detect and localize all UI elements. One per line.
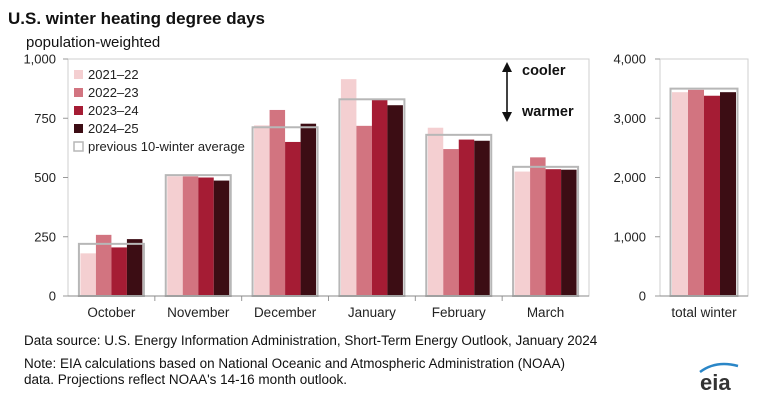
category-label-december: December: [254, 305, 317, 320]
legend-label-2024-25: 2024–25: [88, 121, 139, 136]
monthly-bar-march-s3: [545, 169, 562, 296]
total-ytick-label: 3,000: [613, 111, 646, 126]
monthly-bar-october-s1: [80, 253, 96, 296]
monthly-bar-november-s4: [213, 180, 230, 296]
category-label-january: January: [348, 305, 396, 320]
monthly-bar-october-s4: [126, 239, 143, 296]
monthly-bar-december-s3: [285, 141, 301, 296]
monthly-bar-march-s4: [561, 169, 577, 296]
monthly-bar-february-s1: [427, 127, 444, 296]
legend-swatch-2023-24: [74, 106, 83, 115]
monthly-bar-november-s3: [198, 177, 214, 296]
monthly-bar-december-s4: [300, 123, 317, 297]
legend-label-2022-23: 2022–23: [88, 85, 139, 100]
monthly-bar-february-s2: [443, 149, 459, 296]
total-ytick-label: 1,000: [613, 229, 646, 244]
chart-title: U.S. winter heating degree days: [8, 9, 265, 28]
monthly-panel-frame: [67, 58, 590, 297]
monthly-bar-october-s3: [111, 247, 127, 296]
legend-swatch-2021-22: [74, 70, 83, 79]
legend: 2021–22 2022–23 2023–24 2024–25 previous…: [73, 67, 245, 154]
legend-label-average: previous 10-winter average: [88, 139, 245, 154]
warmer-label: warmer: [521, 104, 574, 120]
monthly-bar-january-s1: [340, 79, 357, 297]
chart-marks: 0 250 500 750 1,000 October November December Ja…: [23, 52, 748, 320]
monthly-ytick-label: 500: [34, 170, 56, 185]
eia-logo-arc: [699, 362, 739, 374]
total-bar-total-winter-s4: [720, 92, 736, 297]
note-line-2: data. Projections reflect NOAA's 14-16 m…: [24, 372, 347, 387]
cooler-warmer-annotation: cooler warmer: [502, 62, 574, 122]
eia-logo-text: eia: [700, 370, 731, 395]
arrow-down-icon: [502, 112, 512, 122]
total-ytick-label: 4,000: [613, 52, 646, 67]
monthly-ytick-label: 250: [34, 229, 56, 244]
category-label-total-winter: total winter: [671, 305, 737, 320]
monthly-ytick-label: 750: [34, 111, 56, 126]
monthly-bar-january-s4: [387, 105, 403, 296]
monthly-bar-october-s2: [95, 234, 112, 296]
arrow-up-icon: [502, 62, 512, 72]
monthly-bar-january-s3: [371, 99, 388, 296]
total-bar-total-winter-s2: [688, 89, 704, 296]
total-ytick-label: 2,000: [613, 170, 646, 185]
eia-logo: eia: [699, 362, 739, 395]
category-label-october: October: [87, 305, 136, 320]
total-bar-total-winter-s3: [704, 95, 720, 296]
legend-swatch-2024-25: [74, 124, 83, 133]
monthly-ytick-label: 0: [49, 289, 56, 304]
monthly-bar-february-s4: [474, 140, 490, 296]
category-label-february: February: [432, 305, 486, 320]
monthly-ytick-label: 1,000: [23, 52, 56, 67]
total-bar-total-winter-s1: [672, 92, 688, 297]
legend-swatch-average: [73, 141, 84, 152]
category-label-march: March: [527, 305, 565, 320]
chart-subtitle: population-weighted: [26, 34, 160, 51]
total-ytick-label: 0: [639, 289, 646, 304]
category-label-november: November: [167, 305, 230, 320]
monthly-bar-november-s1: [167, 176, 183, 296]
monthly-bar-december-s2: [269, 109, 286, 296]
monthly-bar-march-s2: [530, 157, 546, 296]
monthly-bar-february-s3: [458, 139, 475, 296]
monthly-bar-january-s2: [356, 125, 372, 296]
note-line-1: Note: EIA calculations based on National…: [24, 356, 565, 371]
legend-label-2023-24: 2023–24: [88, 103, 139, 118]
monthly-bar-december-s1: [254, 125, 270, 296]
legend-label-2021-22: 2021–22: [88, 67, 139, 82]
monthly-bar-november-s2: [182, 176, 199, 296]
cooler-label: cooler: [522, 63, 566, 79]
legend-swatch-2022-23: [74, 88, 83, 97]
data-source-note: Data source: U.S. Energy Information Adm…: [24, 333, 598, 348]
monthly-bar-march-s1: [514, 171, 531, 296]
